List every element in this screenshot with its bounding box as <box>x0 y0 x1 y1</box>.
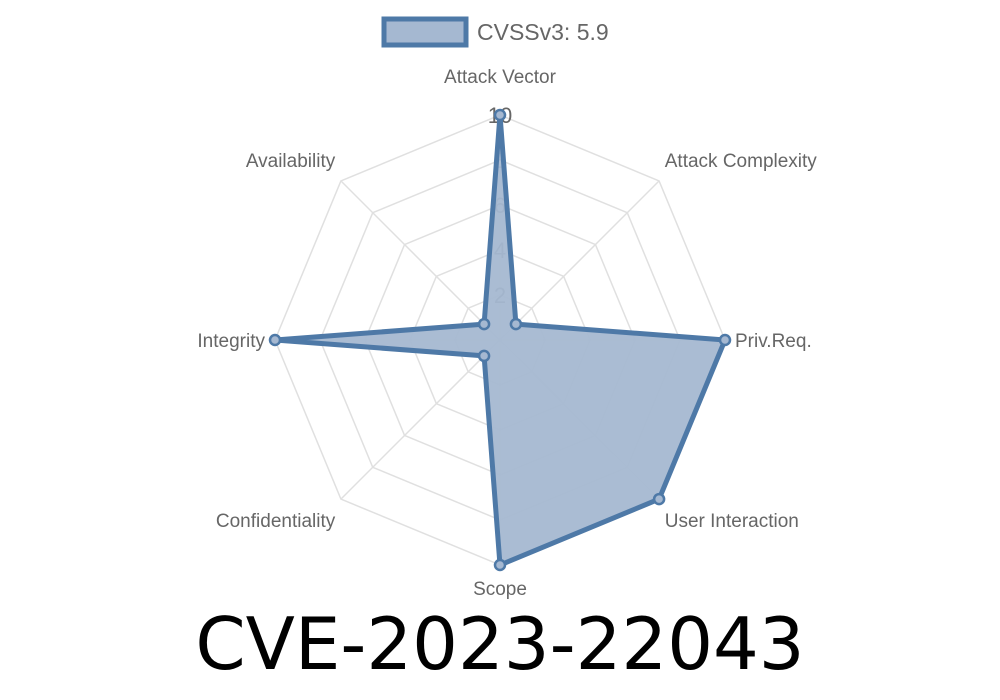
data-point <box>477 349 491 363</box>
grid-spoke <box>499 180 660 341</box>
axis-label: Attack Complexity <box>665 151 818 172</box>
axis-label: Attack Vector <box>444 67 557 88</box>
data-point <box>493 558 507 572</box>
axis-label: Priv.Req. <box>735 331 812 352</box>
data-point <box>718 333 732 347</box>
data-point <box>509 317 523 331</box>
axis-label: Integrity <box>197 331 265 352</box>
data-point <box>477 317 491 331</box>
grid-spoke <box>340 180 501 341</box>
axis-label: Confidentiality <box>216 511 336 532</box>
chart-title: CVE-2023-22043 <box>195 602 805 686</box>
axis-label: Scope <box>473 579 527 600</box>
axis-label: User Interaction <box>665 511 799 532</box>
axis-label: Availability <box>246 151 336 172</box>
legend-label: CVSSv3: 5.9 <box>477 19 609 45</box>
grid-spoke <box>340 339 501 500</box>
data-point <box>493 108 507 122</box>
data-point <box>268 333 282 347</box>
data-point <box>652 492 666 506</box>
legend-swatch <box>381 16 469 48</box>
